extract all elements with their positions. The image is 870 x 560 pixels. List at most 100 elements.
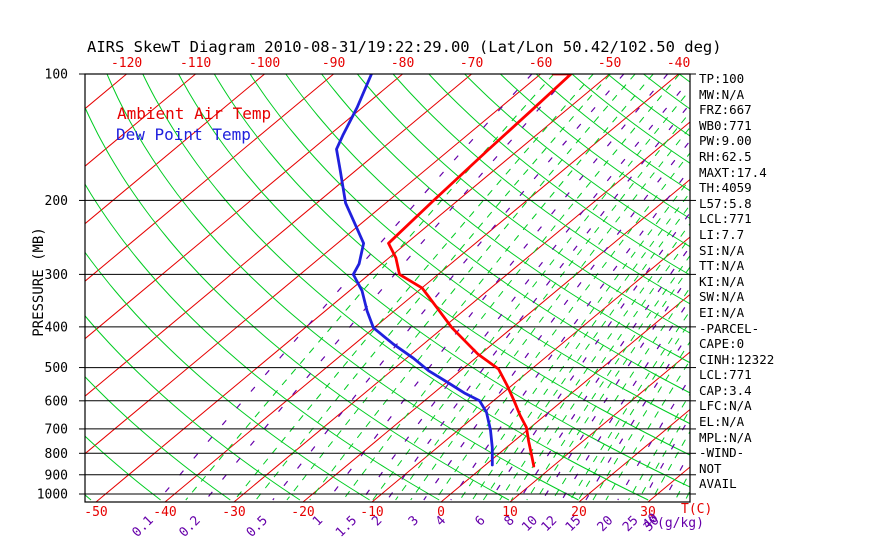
mixing-ratio-axis-title: (g/kg)	[657, 516, 704, 531]
mixing-ratio-line	[541, 273, 690, 501]
pressure-tick-label: 800	[45, 447, 68, 462]
dry-adiabat-line	[249, 74, 690, 425]
dry-adiabat-line	[357, 74, 690, 334]
stats-item: EI:N/A	[699, 304, 745, 320]
stats-item: TT:N/A	[699, 258, 745, 274]
bottom-axis-label: -50	[84, 505, 107, 520]
top-axis-label: -110	[180, 56, 211, 71]
pressure-tick-label: 100	[45, 68, 68, 83]
mixing-ratio-label: 25	[620, 513, 642, 535]
mixing-ratio-line	[272, 74, 625, 501]
legend-dew-point-temp: Dew Point Temp	[116, 125, 251, 144]
isotherm-line	[85, 74, 127, 110]
stats-item: NOT	[699, 460, 722, 476]
dry-adiabat-line	[535, 74, 690, 192]
stats-item: CINH:12322	[699, 351, 775, 367]
mixing-ratio-minor-line	[395, 111, 690, 501]
mixing-ratio-minor-line	[434, 152, 690, 501]
mixing-ratio-label: 3	[406, 513, 422, 529]
top-axis-label: -50	[598, 56, 621, 71]
plot-border	[84, 73, 691, 503]
mixing-ratio-label: 0.2	[177, 513, 204, 540]
stats-item: MW:N/A	[699, 86, 745, 102]
stats-item: LI:7.7	[699, 226, 745, 242]
top-axis-label: -70	[460, 56, 483, 71]
stats-item: TP:100	[699, 71, 745, 86]
stats-item: RH:62.5	[699, 148, 752, 164]
stats-item: SW:N/A	[699, 289, 745, 305]
bottom-axis-label: 20	[571, 505, 587, 520]
stats-item: TH:4059	[699, 180, 752, 196]
mixing-ratio-line	[423, 139, 690, 501]
stats-item: CAP:3.4	[699, 382, 752, 398]
dry-adiabat-line	[285, 74, 690, 394]
ambient-temp-curve	[387, 74, 573, 468]
top-axis-label: -90	[322, 56, 345, 71]
pressure-tick-label: 900	[45, 468, 68, 483]
plot-area	[0, 74, 690, 502]
top-axis-label: -60	[529, 56, 552, 71]
top-axis-label: -80	[391, 56, 414, 71]
isotherm-line	[233, 121, 690, 502]
stats-item: L57:5.8	[699, 195, 752, 211]
stats-item: KI:N/A	[699, 273, 745, 289]
mixing-ratio-label: 1.5	[333, 513, 360, 540]
isotherm-line	[85, 74, 334, 282]
pressure-tick-label: 400	[45, 320, 68, 335]
bottom-axis-label: 10	[502, 505, 518, 520]
mixing-ratio-line	[386, 102, 690, 501]
mixing-ratio-label: 1	[310, 513, 326, 529]
pressure-tick-label: 700	[45, 422, 68, 437]
bottom-axis-label: 30	[640, 505, 656, 520]
stats-item: -PARCEL-	[699, 320, 760, 336]
legend-ambient-air-temp: Ambient Air Temp	[117, 104, 272, 123]
stats-item: CAPE:0	[699, 336, 745, 352]
chart-title: AIRS SkewT Diagram 2010-08-31/19:22:29.0…	[87, 38, 722, 56]
top-axis-label: -120	[111, 56, 142, 71]
bottom-axis-label: -10	[360, 505, 383, 520]
stats-item: SI:N/A	[699, 242, 745, 258]
stats-item: WB0:771	[699, 117, 752, 133]
isotherm-line	[85, 74, 265, 225]
mixing-ratio-label: 0.5	[244, 513, 271, 540]
isotherm-line	[371, 236, 690, 502]
stats-item: MAXT:17.4	[699, 164, 767, 180]
pressure-tick-label: 500	[45, 361, 68, 376]
mixing-ratio-minor-line	[526, 254, 690, 501]
bottom-axis-label: -20	[291, 505, 314, 520]
top-axis-label: -100	[249, 56, 280, 71]
bottom-axis-label: -30	[222, 505, 245, 520]
dry-adiabat-line	[321, 74, 690, 364]
isotherm-line	[85, 74, 472, 397]
top-axis-label: -40	[667, 56, 690, 71]
dry-adiabat-line	[571, 74, 690, 164]
dry-adiabat-line	[428, 74, 690, 276]
bottom-axis-label: -40	[153, 505, 176, 520]
pressure-tick-label: 300	[45, 268, 68, 283]
isotherm-line	[302, 178, 690, 502]
mixing-ratio-minor-line	[410, 126, 690, 501]
stats-item: LCL:771	[699, 211, 752, 227]
stats-item: -WIND-	[699, 445, 745, 461]
mixing-ratio-line	[489, 211, 690, 501]
stats-item: LFC:N/A	[699, 398, 752, 414]
isotherm-line	[0, 74, 58, 502]
pressure-axis-title: PRESSURE (MB)	[31, 227, 47, 337]
mixing-ratio-label: 20	[595, 513, 617, 535]
isotherm-line	[95, 74, 610, 502]
mixing-ratio-minor-line	[234, 74, 594, 501]
isotherm-line	[578, 408, 690, 502]
mixing-ratio-label: 6	[472, 513, 488, 529]
dry-adiabat-line	[464, 74, 690, 248]
stats-item: PW:9.00	[699, 133, 752, 149]
dewpoint-curve	[335, 74, 494, 467]
stats-item: EL:N/A	[699, 414, 745, 430]
stats-panel: TP:100 MW:N/A FRZ:667 WB0:771 PW:9.00 RH:62.5…	[699, 71, 774, 492]
mixing-ratio-minor-line	[185, 74, 555, 501]
stats-item: AVAIL	[699, 476, 737, 492]
pressure-tick-label: 1000	[37, 488, 68, 503]
mixing-ratio-label: 12	[539, 513, 561, 535]
isotherm-line	[85, 74, 196, 167]
isotherm-line	[85, 74, 541, 455]
